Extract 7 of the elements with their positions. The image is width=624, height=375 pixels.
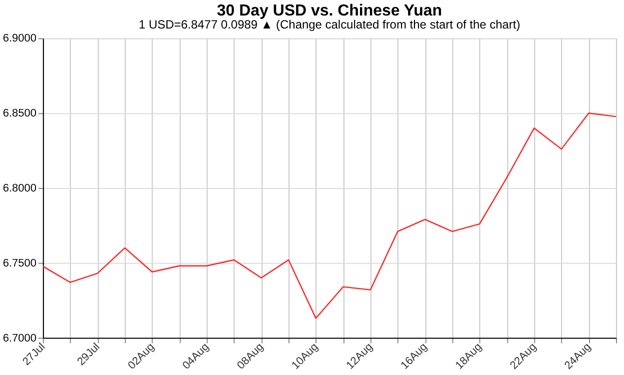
y-tick-label: 6.8500: [2, 108, 36, 120]
y-tick-label: 6.8000: [2, 182, 36, 194]
y-tick-label: 6.9000: [2, 32, 36, 45]
line-series: [42, 112, 617, 319]
chart-title: 30 Day USD vs. Chinese Yuan: [216, 2, 442, 20]
y-tick-label: 6.7500: [2, 257, 36, 270]
y-tick-label: 6.7000: [2, 332, 36, 344]
